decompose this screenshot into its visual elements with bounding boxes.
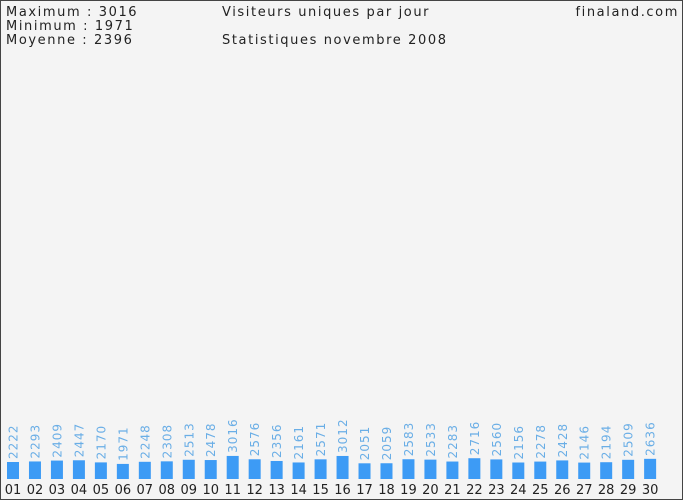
x-tick-label: 14 <box>290 483 307 498</box>
bar <box>7 462 19 479</box>
bar <box>94 462 107 479</box>
value-label: 2533 <box>424 422 438 457</box>
x-tick-label: 19 <box>400 483 417 498</box>
value-label: 2509 <box>622 422 636 457</box>
x-tick-label: 04 <box>71 483 88 498</box>
x-tick-label: 12 <box>246 483 263 498</box>
value-label: 2278 <box>534 424 548 459</box>
x-tick-label: 16 <box>334 483 351 498</box>
value-label: 2447 <box>72 423 86 458</box>
x-tick-label: 13 <box>268 483 285 498</box>
value-label: 2222 <box>7 424 21 459</box>
bar <box>358 463 371 479</box>
x-tick-label: 02 <box>27 483 44 498</box>
x-tick-label: 07 <box>137 483 154 498</box>
bar <box>50 460 63 479</box>
bar <box>248 459 261 479</box>
bar <box>160 461 173 479</box>
value-label: 2583 <box>402 422 416 457</box>
value-label: 2051 <box>358 426 372 461</box>
bar <box>270 460 283 479</box>
x-tick-label: 05 <box>93 483 110 498</box>
value-label: 2194 <box>600 425 614 460</box>
stat-max: Maximum : 3016 <box>6 5 138 20</box>
x-tick-label: 01 <box>5 483 22 498</box>
bar <box>512 462 525 479</box>
value-label: 2293 <box>28 424 42 459</box>
chart-title: Visiteurs uniques par jour <box>222 5 430 20</box>
x-tick-label: 18 <box>378 483 395 498</box>
bar <box>468 458 481 479</box>
value-label: 2513 <box>182 422 196 457</box>
x-tick-label: 20 <box>422 483 439 498</box>
value-label: 2560 <box>490 422 504 457</box>
value-label: 2170 <box>94 425 108 460</box>
x-tick-label: 27 <box>576 483 593 498</box>
chart-subtitle: Statistiques novembre 2008 <box>222 33 448 48</box>
x-tick-label: 03 <box>49 483 66 498</box>
x-tick-label: 23 <box>488 483 505 498</box>
x-tick-label: 11 <box>224 483 241 498</box>
value-label: 1971 <box>116 426 130 461</box>
x-tick-label: 06 <box>115 483 132 498</box>
bar <box>578 462 591 479</box>
value-label: 2059 <box>380 426 394 461</box>
bar <box>490 459 503 479</box>
value-label: 2161 <box>292 425 306 460</box>
bar <box>28 461 41 479</box>
bar <box>534 461 547 479</box>
x-tick-label: 29 <box>620 483 637 498</box>
x-tick-label: 22 <box>466 483 483 498</box>
x-tick-label: 10 <box>202 483 219 498</box>
x-tick-label: 25 <box>532 483 549 498</box>
bar <box>556 460 569 479</box>
x-tick-label: 09 <box>180 483 197 498</box>
bar <box>600 462 613 479</box>
value-label: 2146 <box>578 425 592 460</box>
value-label: 2308 <box>160 424 174 459</box>
value-label: 2576 <box>248 422 262 457</box>
stat-min: Minimum : 1971 <box>6 19 134 34</box>
bar <box>424 459 437 479</box>
value-label: 2636 <box>644 421 658 456</box>
stat-avg: Moyenne : 2396 <box>6 33 133 48</box>
bar <box>336 455 349 479</box>
x-tick-label: 30 <box>642 483 659 498</box>
bar <box>622 459 635 479</box>
value-label: 3016 <box>226 418 240 453</box>
value-label: 2283 <box>446 424 460 459</box>
value-label: 2716 <box>468 421 482 456</box>
value-label: 2571 <box>314 422 328 457</box>
bar <box>116 463 129 479</box>
bar <box>644 458 657 479</box>
bar <box>182 459 195 479</box>
value-label: 2356 <box>270 423 284 458</box>
bar <box>204 460 217 479</box>
value-label: 2409 <box>50 423 64 458</box>
value-label: 2248 <box>138 424 152 459</box>
x-tick-label: 08 <box>159 483 176 498</box>
bar <box>446 461 459 479</box>
x-tick-label: 24 <box>510 483 527 498</box>
site-name: finaland.com <box>575 5 679 20</box>
value-label: 2428 <box>556 423 570 458</box>
bar <box>138 461 151 479</box>
x-tick-label: 28 <box>598 483 615 498</box>
bar <box>314 459 327 479</box>
bar <box>402 459 415 479</box>
x-tick-label: 15 <box>312 483 329 498</box>
value-label: 2156 <box>512 425 526 460</box>
x-tick-label: 26 <box>554 483 571 498</box>
x-tick-label: 21 <box>444 483 461 498</box>
x-tick-label: 17 <box>356 483 373 498</box>
bar <box>226 455 239 479</box>
value-label: 2478 <box>204 422 218 457</box>
bar <box>380 463 393 479</box>
value-label: 3012 <box>336 418 350 453</box>
bar <box>292 462 305 479</box>
bar <box>72 460 85 479</box>
